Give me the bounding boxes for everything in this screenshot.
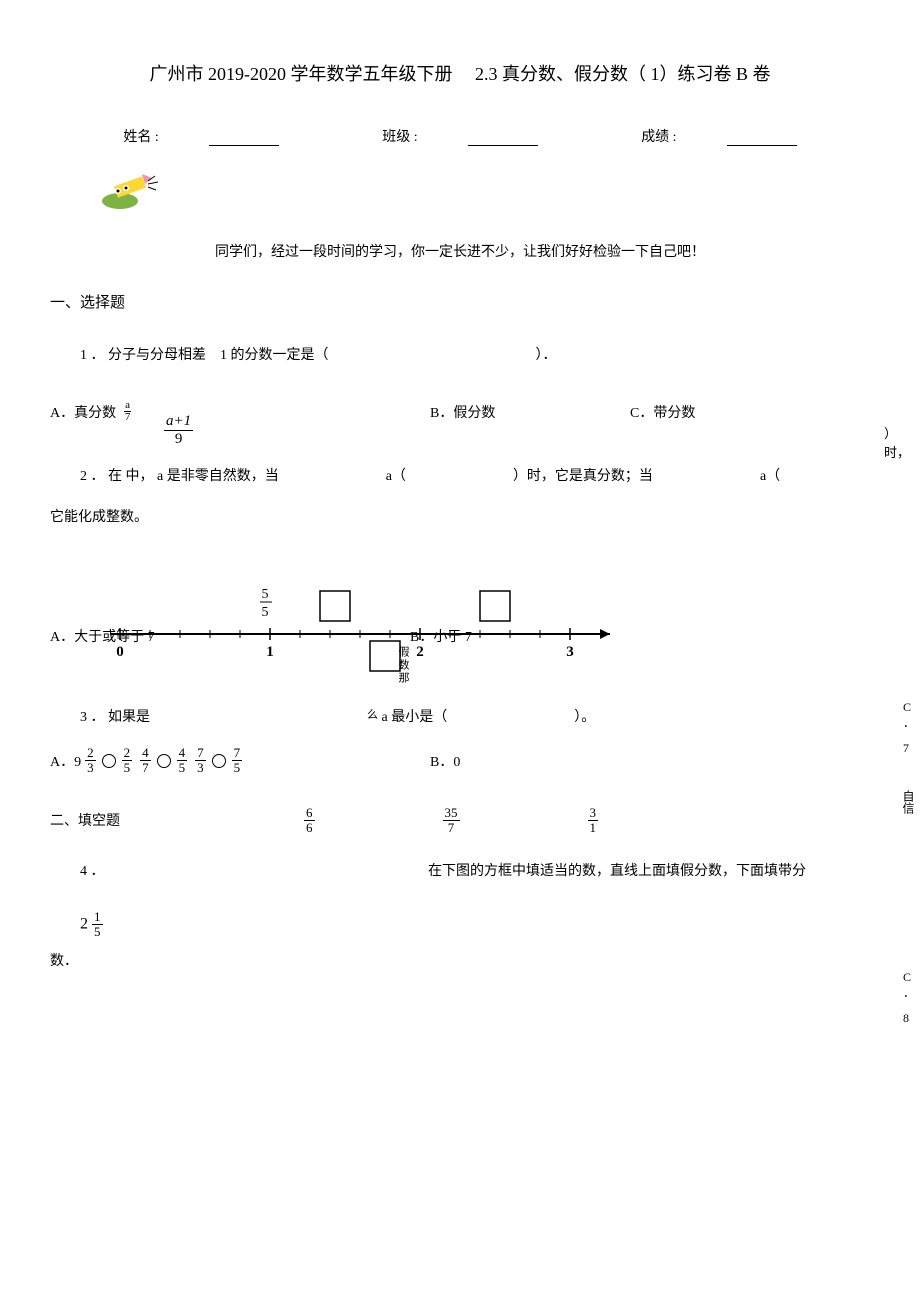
q1-option-b: B．假分数 [430, 402, 630, 422]
svg-text:5: 5 [262, 605, 269, 620]
q2-tail-text: ） 时， [884, 423, 910, 461]
nl-vertical-text: 假数那 [395, 646, 411, 685]
svg-text:1: 1 [266, 644, 274, 660]
margin-text-confidence: 自信 [899, 790, 915, 814]
fraction-3-1: 31 [588, 806, 599, 836]
question-1: 1 ． 分子与分母相差 1 的分数一定是（ ）． [80, 342, 870, 370]
svg-text:0: 0 [116, 644, 124, 660]
svg-text:2: 2 [416, 644, 424, 660]
section-2-header: 二、填空题 [50, 810, 120, 830]
number-line-diagram: A．大于或等于 7 B．小于 7 5 5 0 1 2 3 [50, 586, 870, 686]
q1-option-c: C．带分数 [630, 402, 830, 422]
exam-title: 广州市 2019-2020 学年数学五年级下册 2.3 真分数、假分数（ 1）练… [50, 60, 870, 86]
fraction-a-over-7: a 7 [124, 400, 131, 423]
number-line-svg: 5 5 0 1 2 3 [90, 586, 640, 686]
q3-option-b: B．0 [430, 751, 630, 771]
q1-option-a: A．真分数 a 7 [50, 400, 430, 423]
fraction-35-7: 357 [443, 806, 460, 836]
q4-final-text: 数． [50, 950, 870, 970]
svg-text:5: 5 [262, 587, 269, 602]
mixed-fraction-2-1-5: 215 [80, 910, 870, 940]
q3-option-a: A．9 23 25 47 45 73 75 [50, 746, 430, 776]
svg-text:3: 3 [566, 644, 574, 660]
encouragement-text: 同学们，经过一段时间的学习，你一定长进不少，让我们好好检验一下自己吧！ [50, 241, 870, 261]
score-label: 成绩 : [616, 130, 821, 145]
fraction-a-plus-1-over-9: a+1 9 [160, 413, 197, 447]
pencil-cartoon-icon [100, 166, 870, 221]
class-label: 班级 : [357, 130, 562, 145]
question-3: 3 ． 如果是 么 a 最小是（ ）。 [80, 706, 870, 726]
question-4: 4 ． 在下图的方框中填适当的数，直线上面填假分数，下面填带分 [80, 860, 870, 880]
student-info-row: 姓名 : 班级 : 成绩 : [50, 126, 870, 146]
section-1-header: 一、选择题 [50, 291, 870, 312]
q2-convert-text: 它能化成整数。 [50, 506, 870, 526]
section-2-row: 二、填空题 66 357 31 [50, 806, 870, 836]
margin-text-c8: C ． 8 [903, 970, 915, 1027]
question-2: a+1 9 2 ． 在 中， a 是非零自然数，当 a（ ）时，它是真分数；当 … [50, 463, 870, 526]
fraction-6-6: 66 [304, 806, 315, 836]
q3-options: A．9 23 25 47 45 73 75 B．0 [50, 746, 870, 776]
name-label: 姓名 : [98, 130, 303, 145]
margin-text-c: C ． 7 [903, 700, 915, 757]
